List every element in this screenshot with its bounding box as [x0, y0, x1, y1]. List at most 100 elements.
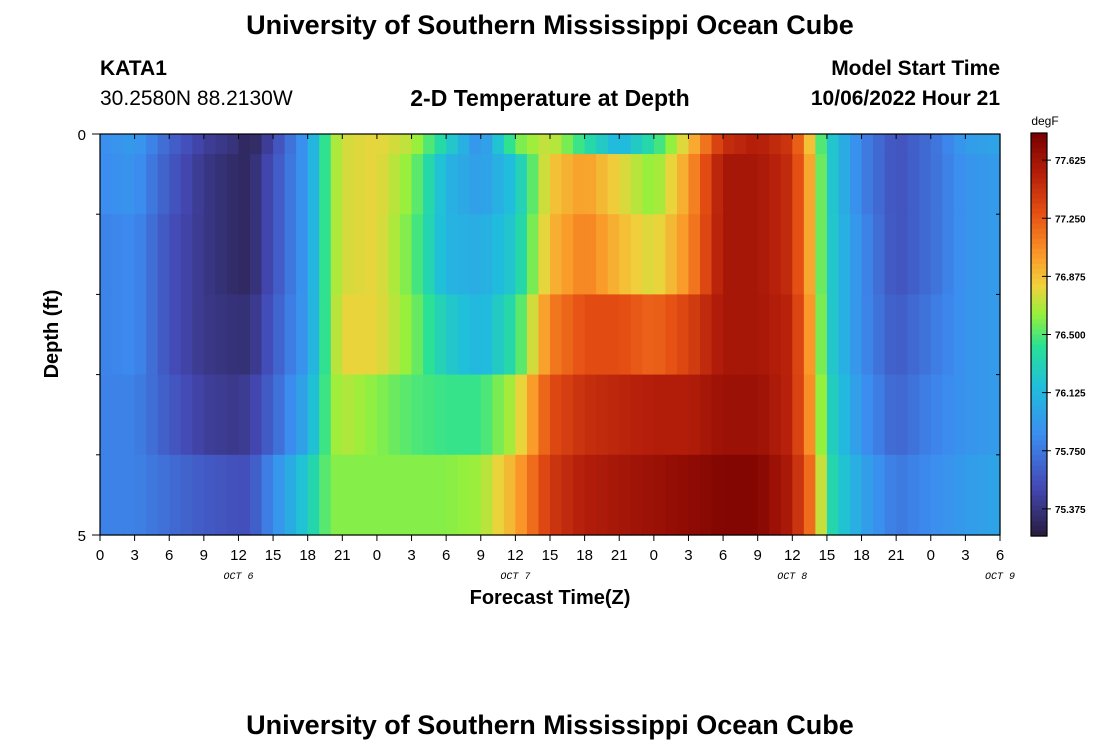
- heatmap-cell: [284, 454, 297, 536]
- heatmap-cell: [596, 294, 609, 376]
- heatmap-cell: [169, 374, 182, 456]
- heatmap-cell: [250, 214, 263, 295]
- heatmap-cell: [873, 154, 886, 215]
- heatmap-cell: [988, 214, 1001, 295]
- heatmap-cell: [365, 154, 378, 215]
- heatmap-cell: [180, 154, 193, 215]
- y-axis-title: Depth (ft): [41, 290, 63, 379]
- heatmap-cell: [492, 214, 505, 295]
- heatmap-cell: [238, 454, 251, 536]
- heatmap-cell: [838, 214, 851, 295]
- heatmap-cell: [861, 214, 874, 295]
- heatmap-cell: [711, 294, 724, 376]
- x-tick-label: 21: [888, 547, 905, 564]
- colorbar-segment: [1031, 520, 1047, 527]
- heatmap-cell: [838, 154, 851, 215]
- heatmap-cell: [526, 154, 540, 215]
- heatmap-cell: [723, 134, 736, 155]
- heatmap-cell: [573, 214, 586, 295]
- heatmap-cell: [780, 154, 793, 215]
- heatmap-cell: [296, 454, 309, 536]
- heatmap-cell: [976, 374, 990, 456]
- heatmap-cell: [792, 294, 805, 376]
- x-tick-label: 0: [373, 547, 381, 564]
- heatmap-cell: [203, 374, 216, 456]
- heatmap-cell: [919, 134, 932, 155]
- colorbar-segment: [1031, 198, 1047, 205]
- heatmap-cell: [792, 134, 805, 155]
- heatmap-cell: [457, 374, 470, 456]
- colorbar-segment: [1031, 410, 1047, 416]
- colorbar-segment: [1031, 384, 1047, 391]
- heatmap-cell: [607, 134, 620, 155]
- heatmap-cell: [873, 454, 886, 536]
- heatmap-cell: [538, 134, 551, 155]
- x-tick-label: 18: [576, 547, 593, 564]
- heatmap-cell: [261, 214, 274, 295]
- colorbar-segment: [1031, 289, 1047, 295]
- heatmap-cell: [850, 374, 863, 456]
- heatmap-cell: [942, 454, 955, 536]
- heatmap-cell: [642, 294, 655, 376]
- heatmap-cell: [965, 154, 978, 215]
- colorbar-segment: [1031, 349, 1047, 356]
- heatmap-cell: [803, 154, 816, 215]
- heatmap-cell: [953, 134, 966, 155]
- heatmap-cell: [596, 454, 609, 536]
- heatmap-cell: [111, 134, 124, 155]
- x-tick-label: 15: [542, 547, 559, 564]
- heatmap-cell: [734, 134, 747, 155]
- heatmap-cell: [976, 214, 990, 295]
- heatmap-cell: [250, 374, 263, 456]
- heatmap-cell: [988, 134, 1001, 155]
- heatmap-cell: [584, 294, 597, 376]
- heatmap-cell: [561, 374, 574, 456]
- heatmap-cell: [261, 134, 274, 155]
- x-day-label: OCT 9: [985, 572, 1015, 583]
- heatmap-cell: [757, 214, 770, 295]
- heatmap-cell: [469, 134, 482, 155]
- heatmap-cell: [123, 154, 136, 215]
- x-tick-label: 3: [407, 547, 415, 564]
- heatmap-cell: [965, 294, 978, 376]
- heatmap-cell: [411, 294, 424, 376]
- heatmap-cell: [434, 214, 447, 295]
- heatmap-cell: [134, 374, 147, 456]
- colorbar-segment: [1031, 470, 1047, 477]
- heatmap-cell: [215, 134, 228, 155]
- heatmap-cell: [850, 214, 863, 295]
- colorbar-segment: [1031, 314, 1047, 320]
- heatmap-cell: [642, 374, 655, 456]
- heatmap-cell: [342, 214, 355, 295]
- heatmap-cell: [688, 294, 701, 376]
- colorbar-segment: [1031, 425, 1047, 431]
- heatmap-cell: [965, 214, 978, 295]
- heatmap-cell: [746, 374, 759, 456]
- footer-title: University of Southern Mississippi Ocean…: [246, 710, 854, 740]
- heatmap-cell: [826, 454, 840, 536]
- colorbar-segment: [1031, 430, 1047, 436]
- heatmap-cell: [215, 214, 228, 295]
- colorbar-segment: [1031, 329, 1047, 336]
- heatmap-cell: [573, 454, 586, 536]
- heatmap-cell: [238, 134, 251, 155]
- heatmap-cell: [492, 374, 505, 456]
- heatmap-cell: [503, 374, 516, 456]
- heatmap-cell: [376, 134, 390, 155]
- heatmap-cell: [838, 294, 851, 376]
- heatmap-cell: [307, 454, 320, 536]
- heatmap-cell: [250, 134, 263, 155]
- colorbar-segment: [1031, 208, 1047, 215]
- heatmap-cell: [261, 374, 274, 456]
- heatmap-cell: [653, 294, 666, 376]
- heatmap-cell: [930, 294, 943, 376]
- heatmap-cell: [192, 294, 205, 376]
- heatmap-cell: [469, 454, 482, 536]
- colorbar-segment: [1031, 324, 1047, 331]
- heatmap-cell: [919, 454, 932, 536]
- heatmap-cell: [169, 154, 182, 215]
- heatmap-cell: [826, 294, 840, 376]
- heatmap-cell: [388, 374, 401, 456]
- heatmap-cell: [815, 134, 828, 155]
- colorbar-segment: [1031, 153, 1047, 159]
